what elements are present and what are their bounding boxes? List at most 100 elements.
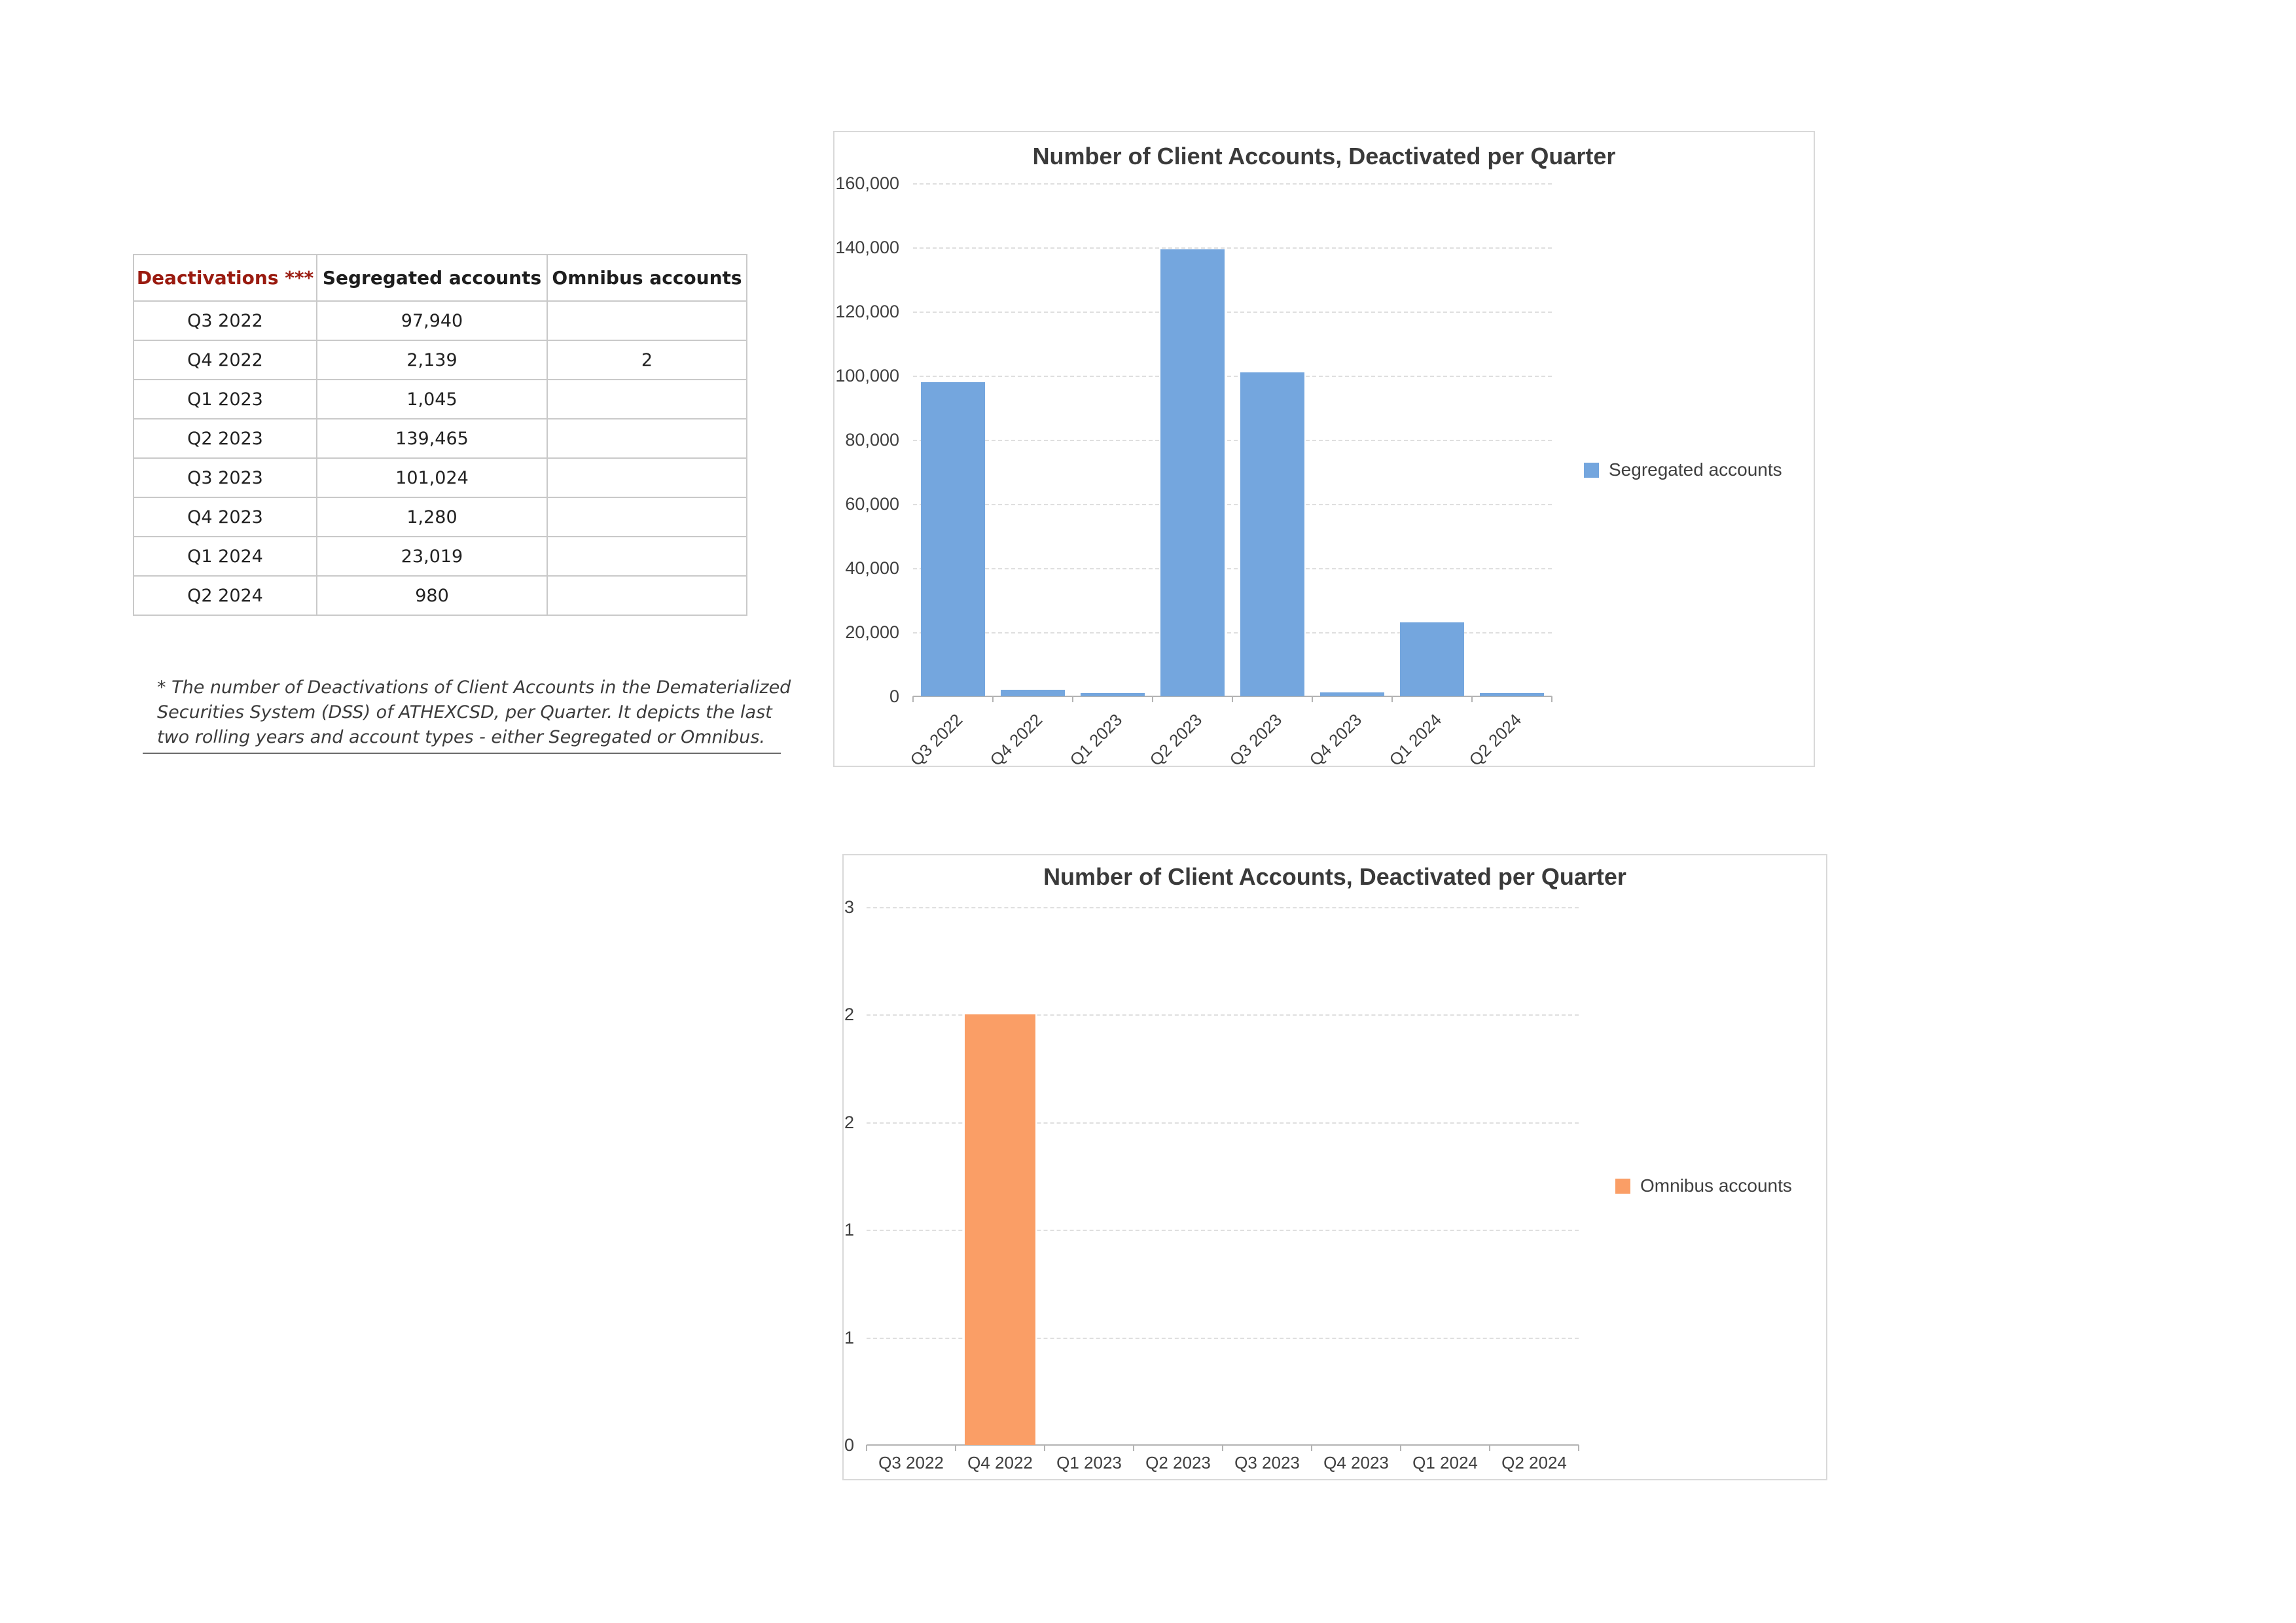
- bar-q2-2023: [1160, 249, 1225, 696]
- footnote-line: * The number of Deactivations of Client …: [157, 677, 791, 698]
- gridline: [913, 312, 1552, 313]
- bar-q4-2022: [964, 1014, 1036, 1445]
- x-axis-tick: [1311, 1445, 1312, 1451]
- chart-title: Number of Client Accounts, Deactivated p…: [1032, 143, 1616, 169]
- x-axis-tick: [955, 1445, 956, 1451]
- plot-area: 3 2 2 1 1 0 Q3 2022 Q4 2022 Q1 2023 Q2 2023 Q3 202…: [844, 897, 1579, 1472]
- table-header-deactivations: Deactivations ***: [133, 254, 317, 302]
- x-axis-category-label: Q1 2024: [1412, 1453, 1478, 1472]
- cell-omnibus: [547, 536, 747, 577]
- x-axis-tick: [1489, 1445, 1490, 1451]
- bar-q4-2023: [1320, 692, 1384, 696]
- y-axis-tick-label: 2: [844, 1005, 854, 1025]
- cell-quarter: Q4 2022: [133, 340, 317, 380]
- x-axis-tick: [1578, 1445, 1579, 1451]
- x-axis-category-label: Q2 2024: [1465, 709, 1526, 770]
- gridline: [913, 376, 1552, 377]
- cell-segregated: 2,139: [316, 340, 548, 380]
- legend-swatch: [1615, 1178, 1630, 1194]
- x-axis-tick: [1312, 696, 1313, 702]
- y-axis-tick-label: 3: [844, 897, 854, 917]
- x-axis-category-label: Q1 2024: [1385, 709, 1446, 770]
- table-row: Q3 2022 97,940: [133, 300, 747, 341]
- gridline: [913, 247, 1552, 249]
- gridline: [867, 907, 1579, 908]
- x-axis-category-label: Q4 2023: [1323, 1453, 1389, 1472]
- legend-swatch: [1584, 462, 1599, 478]
- cell-omnibus: [547, 497, 747, 537]
- x-axis-tick: [1471, 696, 1473, 702]
- table-body: Q3 2022 97,940 Q4 2022 2,139 2 Q1 2023 1,045 Q2…: [133, 300, 747, 616]
- bar-q4-2022: [1001, 689, 1065, 696]
- x-axis-tick: [1551, 696, 1552, 702]
- cell-omnibus: [547, 300, 747, 341]
- x-axis-tick: [1400, 1445, 1401, 1451]
- omnibus-accounts-chart: Number of Client Accounts, Deactivated p…: [842, 854, 1827, 1480]
- footnote: * The number of Deactivations of Client …: [157, 675, 890, 750]
- x-axis-category-label: Q2 2024: [1501, 1453, 1567, 1472]
- table-header-row: Deactivations *** Segregated accounts Om…: [133, 254, 747, 302]
- bar-q3-2023: [1240, 372, 1304, 696]
- cell-quarter: Q3 2022: [133, 300, 317, 341]
- gridline: [867, 1014, 1579, 1016]
- gridline: [867, 1230, 1579, 1232]
- y-axis-tick-label: 80,000: [845, 430, 899, 450]
- table-row: Q4 2023 1,280: [133, 497, 747, 537]
- cell-quarter: Q1 2023: [133, 379, 317, 419]
- table-header-omnibus: Omnibus accounts: [547, 254, 747, 302]
- bar-q1-2024: [1400, 622, 1464, 696]
- cell-segregated: 1,280: [316, 497, 548, 537]
- legend: Omnibus accounts: [1615, 1175, 1792, 1196]
- legend-label: Omnibus accounts: [1640, 1175, 1792, 1196]
- footnote-line: Securities System (DSS) of ATHEXCSD, per…: [157, 702, 772, 722]
- cell-omnibus: [547, 575, 747, 616]
- y-axis-tick-label: 1: [844, 1220, 854, 1240]
- cell-quarter: Q3 2023: [133, 457, 317, 498]
- chart-title: Number of Client Accounts, Deactivated p…: [1043, 863, 1626, 890]
- y-axis-tick-label: 2: [844, 1112, 854, 1132]
- x-axis-category-label: Q3 2022: [906, 709, 967, 770]
- x-axis-category-label: Q1 2023: [1056, 1453, 1122, 1472]
- bar-q2-2024: [1480, 693, 1544, 696]
- gridline: [913, 504, 1552, 505]
- x-axis-category-label: Q4 2022: [986, 709, 1047, 770]
- x-axis-category-label: Q2 2023: [1145, 1453, 1211, 1472]
- cell-segregated: 139,465: [316, 418, 548, 459]
- cell-quarter: Q2 2023: [133, 418, 317, 459]
- x-axis-category-label: Q3 2023: [1225, 709, 1286, 770]
- gridline: [867, 1337, 1579, 1339]
- table-row: Q4 2022 2,139 2: [133, 340, 747, 380]
- x-axis-tick: [1044, 1445, 1045, 1451]
- gridline: [913, 440, 1552, 441]
- cell-segregated: 980: [316, 575, 548, 616]
- gridline: [913, 568, 1552, 569]
- bar-q3-2022: [921, 382, 985, 696]
- x-axis-category-label: Q3 2023: [1234, 1453, 1300, 1472]
- cell-quarter: Q2 2024: [133, 575, 317, 616]
- x-axis-category-label: Q4 2023: [1305, 709, 1366, 770]
- x-axis-tick: [866, 1445, 867, 1451]
- x-axis-tick: [1133, 1445, 1134, 1451]
- x-axis-tick: [1072, 696, 1073, 702]
- table-row: Q2 2024 980: [133, 575, 747, 616]
- cell-quarter: Q1 2024: [133, 536, 317, 577]
- gridline: [867, 1122, 1579, 1124]
- cell-omnibus: 2: [547, 340, 747, 380]
- y-axis-tick-label: 100,000: [835, 366, 899, 385]
- legend-label: Segregated accounts: [1609, 459, 1782, 480]
- y-axis-tick-label: 0: [844, 1435, 854, 1455]
- cell-segregated: 23,019: [316, 536, 548, 577]
- table-row: Q2 2023 139,465: [133, 418, 747, 459]
- x-axis-tick: [1152, 696, 1153, 702]
- cell-omnibus: [547, 418, 747, 459]
- x-axis-tick: [1222, 1445, 1223, 1451]
- cell-omnibus: [547, 379, 747, 419]
- table-row: Q1 2023 1,045: [133, 379, 747, 419]
- table-row: Q1 2024 23,019: [133, 536, 747, 577]
- plot-area: 160,000 140,000 120,000 100,000 80,000 60,000…: [835, 173, 1552, 770]
- gridline: [913, 632, 1552, 633]
- x-axis-category-label: Q3 2022: [878, 1453, 944, 1472]
- x-axis-tick: [992, 696, 994, 702]
- x-axis-tick: [1232, 696, 1233, 702]
- footnote-line: two rolling years and account types - ei…: [157, 727, 766, 747]
